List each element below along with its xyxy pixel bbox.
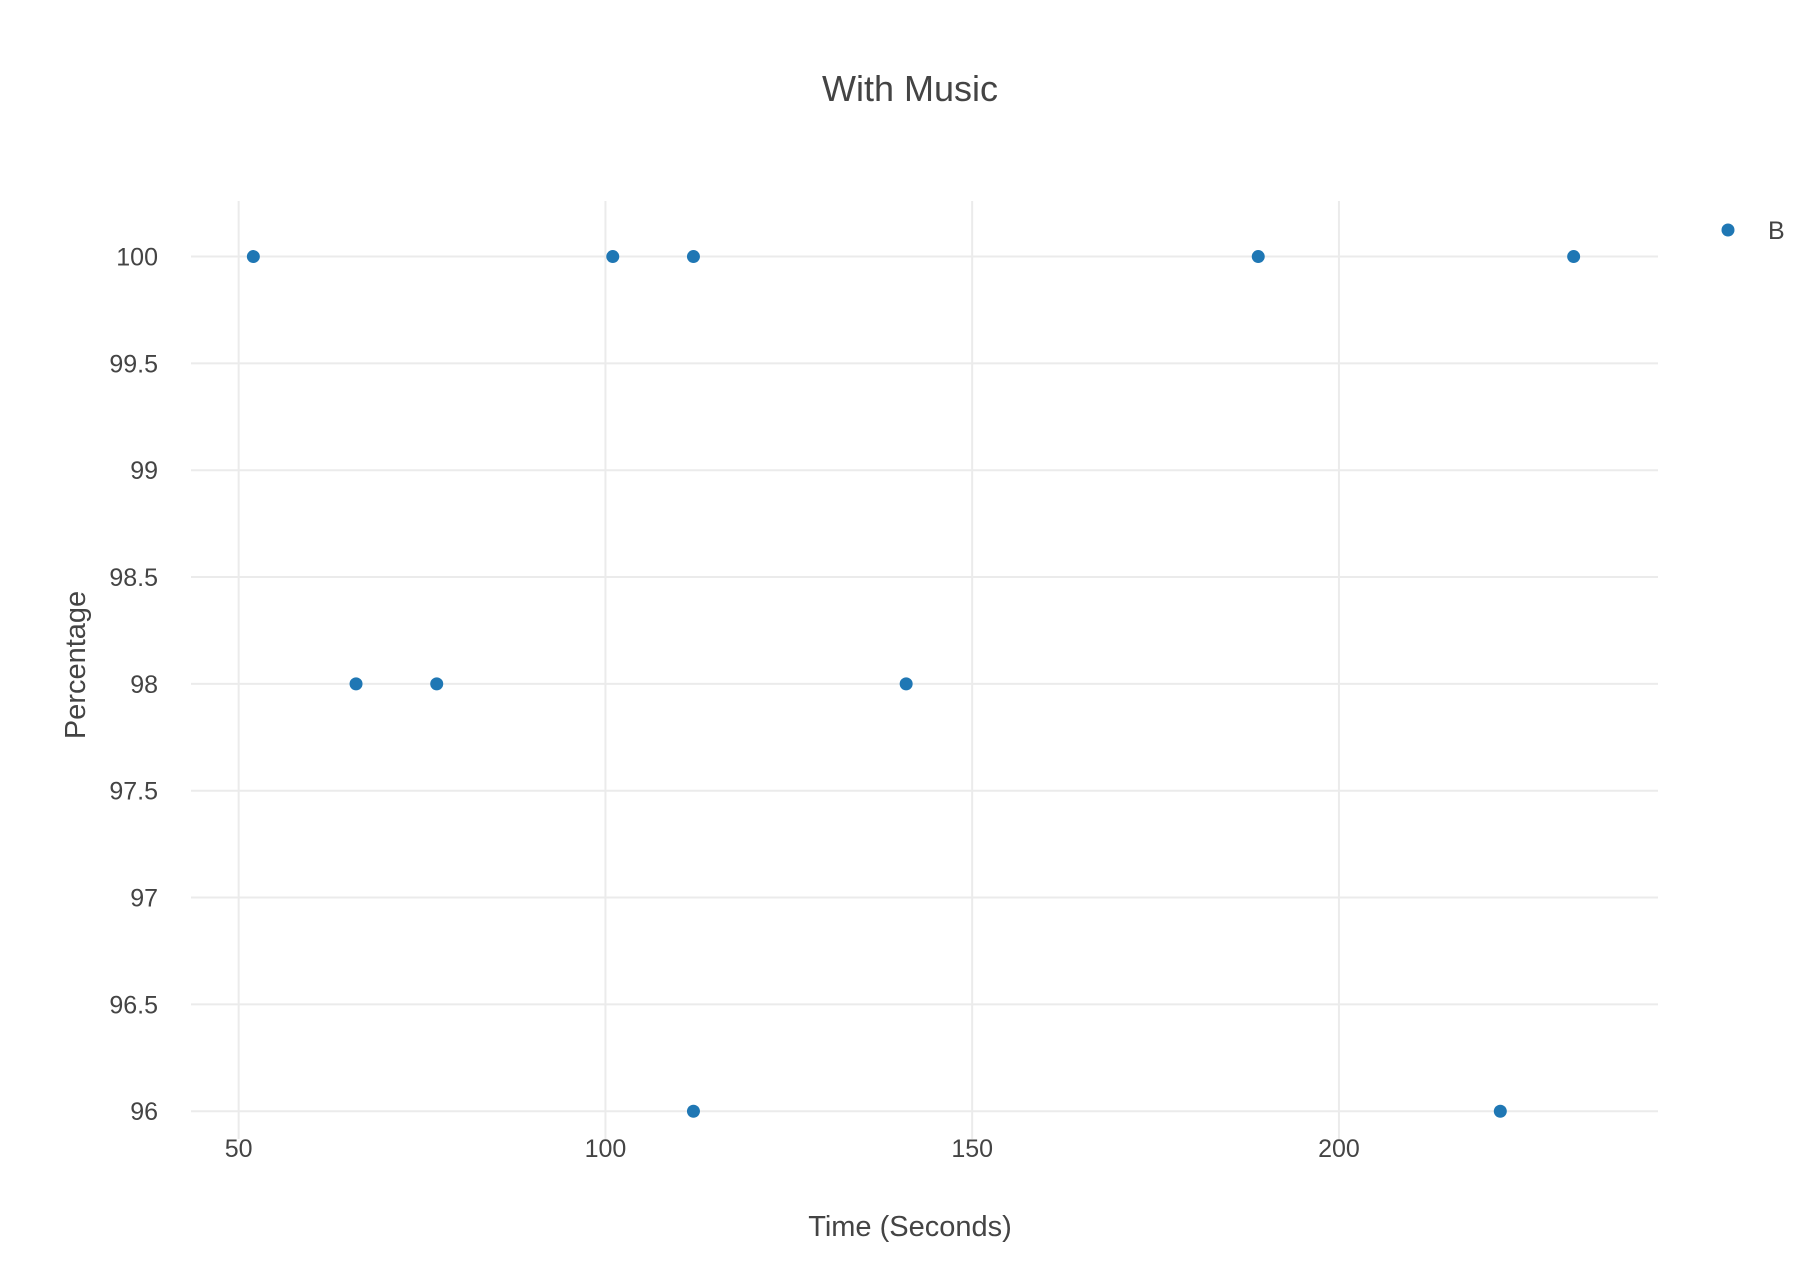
legend-marker-b (1721, 223, 1735, 237)
y-tick-label: 98 (130, 671, 158, 699)
data-point[interactable] (899, 677, 913, 691)
marker-layer (246, 250, 1581, 1118)
y-tick-label: 99.5 (109, 350, 158, 378)
y-tick-label: 96.5 (109, 991, 158, 1019)
y-tick-label: 100 (116, 244, 158, 272)
tick-layer: 50 100 150 200 96 96.5 97 97.5 98 98.5 99 99.5 100 (109, 244, 1359, 1163)
data-point[interactable] (606, 250, 620, 264)
grid-layer (191, 201, 1658, 1139)
legend-label-b: B (1768, 217, 1785, 245)
data-point[interactable] (1567, 250, 1581, 264)
legend[interactable]: B (1721, 217, 1785, 245)
data-point[interactable] (1251, 250, 1265, 264)
y-tick-label: 96 (130, 1098, 158, 1126)
x-tick-label: 200 (1318, 1135, 1360, 1163)
y-tick-label: 98.5 (109, 564, 158, 592)
data-point[interactable] (349, 677, 363, 691)
data-point[interactable] (686, 1104, 700, 1118)
y-tick-label: 99 (130, 457, 158, 485)
x-tick-label: 100 (585, 1135, 627, 1163)
data-point[interactable] (686, 250, 700, 264)
y-tick-label: 97 (130, 885, 158, 913)
x-tick-label: 50 (225, 1135, 253, 1163)
chart-title: With Music (822, 68, 998, 109)
x-axis-title: Time (Seconds) (808, 1211, 1012, 1243)
data-point[interactable] (430, 677, 444, 691)
data-point[interactable] (246, 250, 260, 264)
y-axis-title: Percentage (60, 591, 92, 739)
y-tick-label: 97.5 (109, 778, 158, 806)
data-point[interactable] (1493, 1104, 1507, 1118)
x-tick-label: 150 (951, 1135, 993, 1163)
